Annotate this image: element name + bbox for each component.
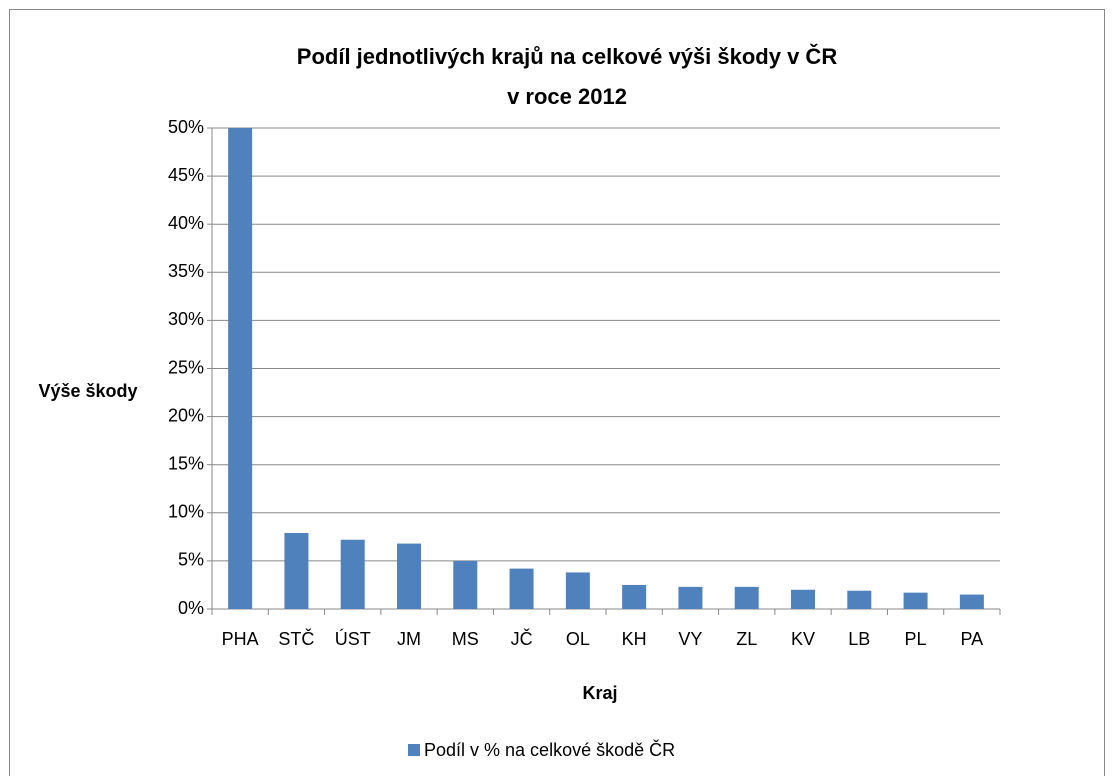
y-tick-label: 30%: [168, 309, 204, 329]
y-tick-label: 35%: [168, 261, 204, 281]
y-axis-label: Výše škody: [38, 381, 137, 401]
bar: [228, 128, 253, 609]
x-tick-label: JČ: [511, 628, 533, 649]
x-tick-label: KH: [622, 629, 647, 649]
y-tick-label: 45%: [168, 165, 204, 185]
chart-title: Podíl jednotlivých krajů na celkové výši…: [297, 44, 838, 69]
x-tick-label: OL: [566, 629, 590, 649]
bar: [847, 590, 872, 609]
legend-swatch: [408, 744, 420, 756]
y-tick-label: 10%: [168, 502, 204, 522]
x-tick-label: PHA: [222, 629, 259, 649]
bar: [509, 568, 534, 609]
y-tick-label: 5%: [178, 550, 204, 570]
x-tick-label: PL: [905, 629, 927, 649]
y-tick-label: 0%: [178, 598, 204, 618]
bar: [340, 539, 365, 609]
bar: [565, 572, 590, 609]
y-tick-label: 15%: [168, 453, 204, 473]
x-tick-label: PA: [961, 629, 984, 649]
y-tick-label: 50%: [168, 117, 204, 137]
x-tick-label: ZL: [736, 629, 757, 649]
bar: [397, 543, 421, 609]
y-tick-label: 25%: [168, 357, 204, 377]
x-tick-label: ÚST: [335, 628, 371, 649]
chart-frame: [9, 9, 1105, 776]
x-tick-label: STČ: [278, 628, 314, 649]
x-tick-label: KV: [791, 629, 815, 649]
y-tick-label: 40%: [168, 213, 204, 233]
bar: [959, 594, 984, 609]
bar: [734, 586, 759, 609]
bar: [903, 592, 928, 609]
x-tick-label: JM: [397, 629, 421, 649]
x-tick-label: LB: [848, 629, 870, 649]
x-tick-label: VY: [678, 629, 702, 649]
chart-title: v roce 2012: [507, 84, 627, 109]
bar: [622, 584, 647, 609]
bar: [678, 586, 703, 609]
y-tick-label: 20%: [168, 405, 204, 425]
bar: [791, 589, 815, 609]
legend-label: Podíl v % na celkové škodě ČR: [424, 739, 675, 760]
x-axis-label: Kraj: [582, 683, 617, 703]
bar: [453, 560, 478, 609]
bar: [284, 533, 309, 609]
x-tick-label: MS: [452, 629, 479, 649]
